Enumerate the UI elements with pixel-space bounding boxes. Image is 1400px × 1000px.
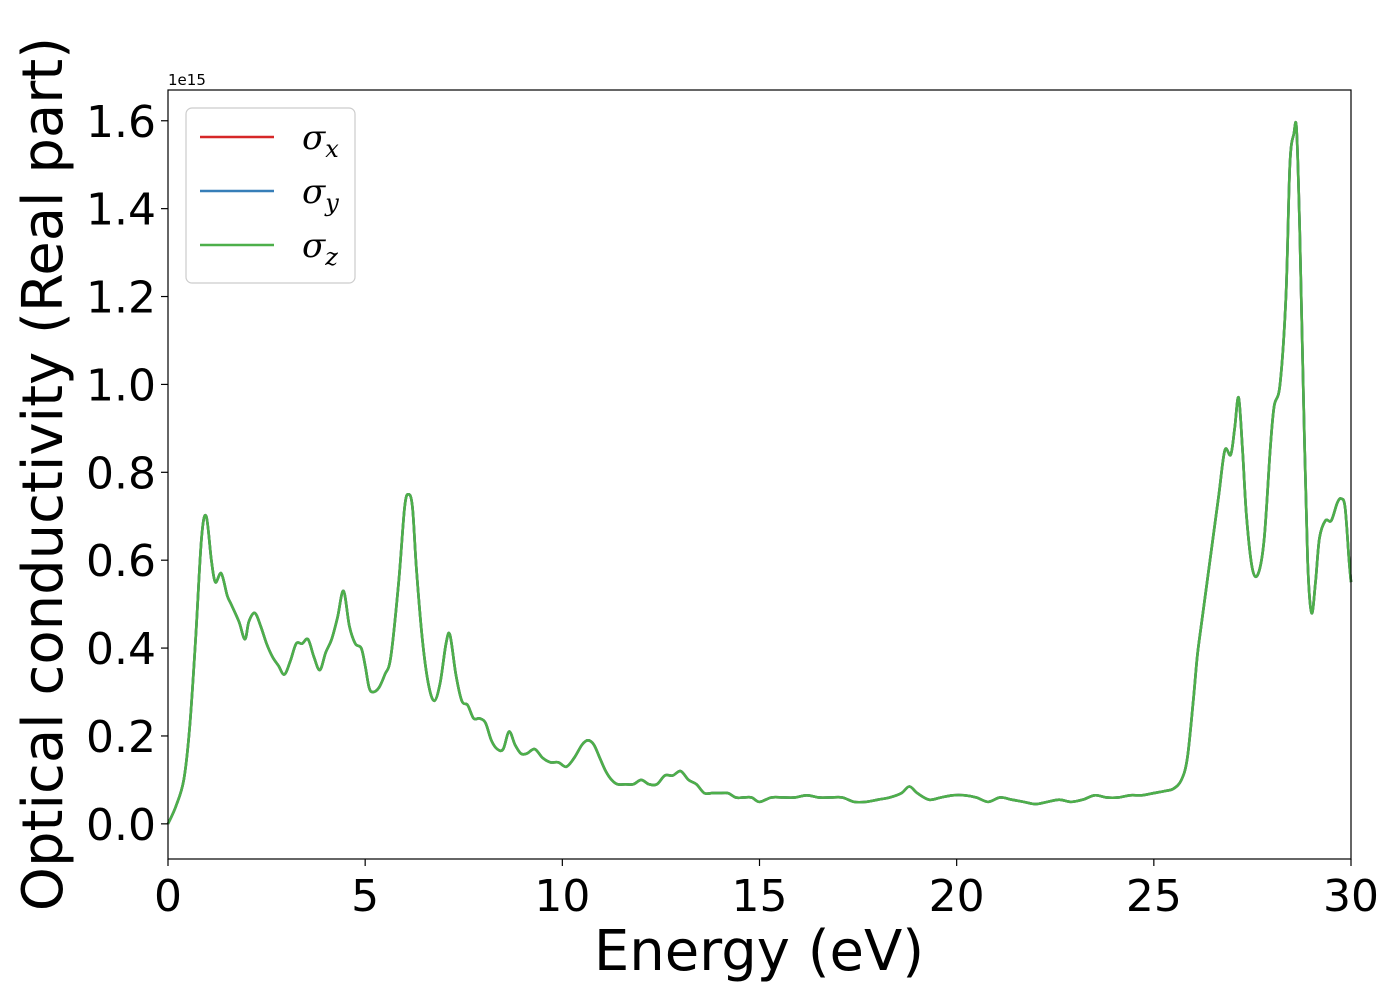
legend-label: σz: [302, 226, 338, 271]
legend-label: σy: [302, 172, 339, 217]
y-axis-ticks: 0.0 0.2 0.4 0.6 0.8 1.0 1.2 1.4 1.6: [86, 97, 168, 851]
legend-entries: σx σy σz: [200, 118, 339, 271]
series-lines: [166, 121, 1353, 825]
y-tick-label: 1.0: [86, 360, 156, 411]
y-tick-label: 0.6: [86, 536, 156, 587]
series-line-sigma-z: [166, 121, 1353, 825]
x-tick-label: 25: [1126, 871, 1182, 922]
x-tick-label: 5: [351, 871, 379, 922]
x-tick-label: 20: [929, 871, 985, 922]
y-tick-label: 1.6: [86, 97, 156, 148]
x-tick-label: 30: [1323, 871, 1379, 922]
y-tick-label: 0.2: [86, 712, 156, 763]
plot-area: [168, 90, 1351, 859]
y-tick-label: 1.2: [86, 273, 156, 324]
x-axis-label: Energy (eV): [594, 919, 924, 984]
y-axis-offset-label: 1e15: [168, 71, 206, 89]
x-axis-ticks: 0 5 10 15 20 25 30: [154, 859, 1379, 922]
y-axis-label: Optical conductivity (Real part): [11, 37, 76, 911]
x-tick-label: 15: [732, 871, 788, 922]
y-tick-label: 0.8: [86, 448, 156, 499]
legend: σx σy σz: [185, 107, 356, 284]
y-tick-label: 0.0: [86, 800, 156, 851]
x-tick-label: 10: [534, 871, 590, 922]
x-tick-label: 0: [154, 871, 182, 922]
y-tick-label: 0.4: [86, 624, 156, 675]
legend-box: [185, 107, 356, 284]
y-tick-label: 1.4: [86, 185, 156, 236]
legend-label: σx: [302, 118, 339, 163]
